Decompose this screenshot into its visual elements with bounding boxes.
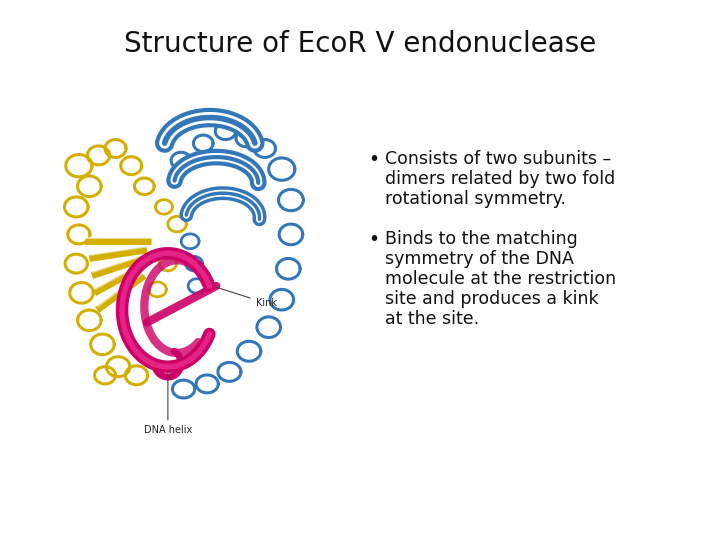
Text: •: • <box>368 230 379 249</box>
Text: Consists of two subunits –: Consists of two subunits – <box>385 150 611 168</box>
Polygon shape <box>196 375 218 393</box>
Text: at the site.: at the site. <box>385 310 479 328</box>
Polygon shape <box>65 197 88 217</box>
Text: site and produces a kink: site and produces a kink <box>385 290 598 308</box>
Text: molecule at the restriction: molecule at the restriction <box>385 270 616 288</box>
Polygon shape <box>107 357 130 377</box>
Text: symmetry of the DNA: symmetry of the DNA <box>385 250 574 268</box>
Polygon shape <box>125 366 148 384</box>
Polygon shape <box>66 154 92 177</box>
Polygon shape <box>257 317 281 338</box>
Polygon shape <box>186 256 202 271</box>
Polygon shape <box>269 158 295 180</box>
Text: Kink: Kink <box>215 287 276 308</box>
Polygon shape <box>279 190 303 211</box>
Polygon shape <box>121 157 142 174</box>
Polygon shape <box>279 224 302 245</box>
Polygon shape <box>173 380 194 398</box>
Polygon shape <box>78 176 101 197</box>
Polygon shape <box>70 282 94 303</box>
Text: dimers related by two fold: dimers related by two fold <box>385 170 616 188</box>
Polygon shape <box>135 178 154 194</box>
Text: DNA helix: DNA helix <box>144 371 192 435</box>
Polygon shape <box>215 123 235 139</box>
Polygon shape <box>276 259 300 279</box>
Polygon shape <box>194 135 213 152</box>
Polygon shape <box>65 254 87 273</box>
Polygon shape <box>105 139 126 158</box>
Polygon shape <box>156 200 173 214</box>
Text: •: • <box>368 150 379 169</box>
Polygon shape <box>78 310 101 330</box>
Polygon shape <box>171 152 191 169</box>
Polygon shape <box>188 279 205 293</box>
Text: Binds to the matching: Binds to the matching <box>385 230 577 248</box>
Polygon shape <box>168 217 186 232</box>
Polygon shape <box>218 362 241 381</box>
Polygon shape <box>236 130 257 147</box>
Polygon shape <box>148 282 166 297</box>
Polygon shape <box>254 139 276 158</box>
Polygon shape <box>68 225 90 244</box>
Polygon shape <box>159 256 176 271</box>
Text: rotational symmetry.: rotational symmetry. <box>385 190 566 208</box>
Polygon shape <box>91 334 114 355</box>
Polygon shape <box>87 146 109 165</box>
Polygon shape <box>94 367 115 384</box>
Text: Structure of EcoR V endonuclease: Structure of EcoR V endonuclease <box>124 30 596 58</box>
Polygon shape <box>238 341 261 361</box>
Polygon shape <box>270 289 294 310</box>
Polygon shape <box>181 234 199 248</box>
